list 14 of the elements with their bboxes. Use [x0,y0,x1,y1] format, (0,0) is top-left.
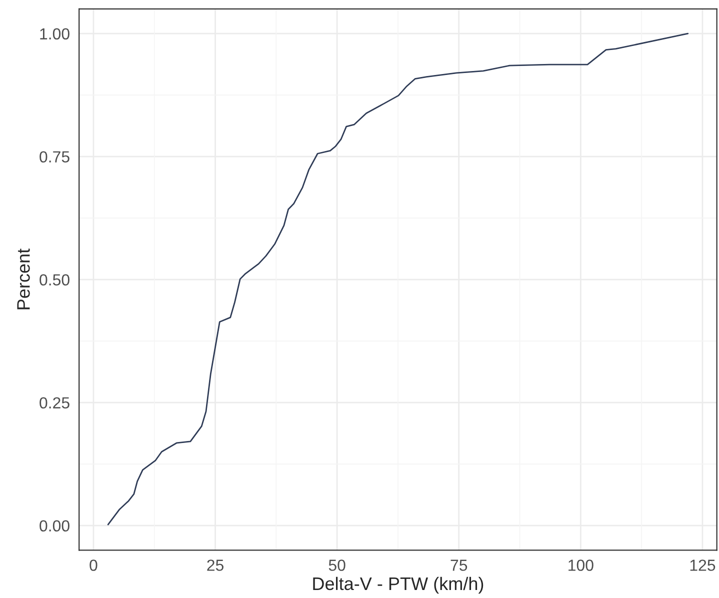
x-tick-label: 100 [568,560,594,571]
line-series [107,32,689,526]
x-tick-label: 0 [90,560,98,571]
y-axis-title: Percent [17,248,30,310]
y-tick-label: 0.00 [40,520,70,532]
y-tick-label: 0.75 [40,151,70,163]
x-tick-label: 75 [450,560,468,571]
y-tick-label: 0.50 [40,274,70,286]
x-tick-label: 50 [328,560,346,571]
y-tick-label: 0.25 [40,397,70,409]
y-tick-label: 1.00 [40,28,70,40]
x-tick-label: 25 [207,560,224,571]
x-tick-label: 125 [690,560,716,571]
x-axis-title: Delta-V - PTW (km/h) [313,576,484,594]
